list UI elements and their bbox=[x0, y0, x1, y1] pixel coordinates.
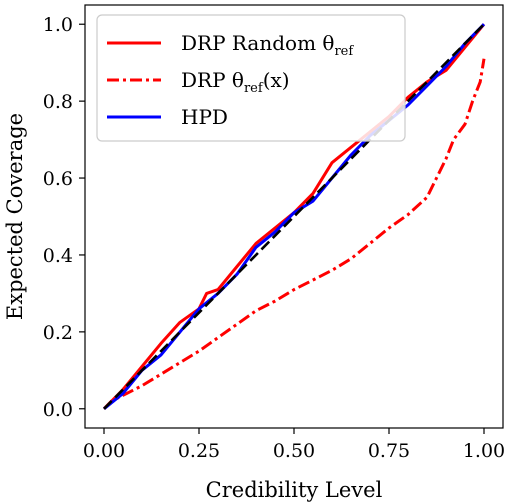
axes-layer: 0.00 0.25 0.50 0.75 1.00 0.0 0.2 0.4 0.6 0.8 1.0 Cr… bbox=[3, 4, 505, 502]
y-tick-label: 0.6 bbox=[43, 168, 73, 190]
series-line-2 bbox=[103, 23, 486, 410]
x-tick-label: 0.25 bbox=[178, 440, 220, 462]
series-line-1 bbox=[102, 58, 486, 410]
x-tick-label: 0.00 bbox=[83, 440, 125, 462]
y-tick-label: 0.2 bbox=[43, 322, 73, 344]
y-tick-label: 0.4 bbox=[43, 245, 73, 267]
y-tick-label: 0.8 bbox=[43, 91, 73, 113]
x-tick-label: 1.00 bbox=[463, 440, 505, 462]
x-tick-label: 0.75 bbox=[368, 440, 410, 462]
legend-box bbox=[96, 14, 406, 142]
x-tick-label: 0.50 bbox=[273, 440, 315, 462]
legend-label: HPD bbox=[181, 105, 228, 129]
legend-label: DRP θref(x) bbox=[181, 68, 290, 96]
y-tick-label: 0.0 bbox=[43, 399, 73, 421]
y-tick-label: 1.0 bbox=[43, 14, 73, 36]
y-axis-label: Expected Coverage bbox=[3, 113, 27, 320]
legend: DRP Random θref DRP θref(x) HPD bbox=[96, 14, 406, 142]
series-line-3 bbox=[103, 23, 485, 410]
series-layer bbox=[102, 23, 486, 410]
x-axis-label: Credibility Level bbox=[206, 478, 383, 502]
legend-label: DRP Random θref bbox=[181, 31, 354, 59]
